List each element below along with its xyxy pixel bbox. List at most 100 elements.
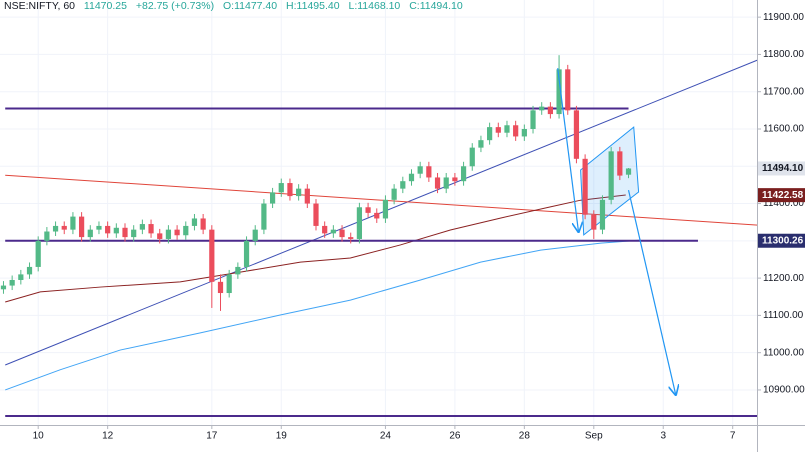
candle-body [52, 225, 59, 232]
candle-body [304, 188, 310, 204]
candle-body [96, 225, 102, 230]
y-tick-label: 11400.00 [763, 198, 804, 209]
y-tick-label: 10900.00 [763, 385, 805, 396]
trend-line [5, 194, 626, 303]
candle-body [504, 125, 510, 133]
candle-body [18, 274, 24, 280]
y-tick-label: 11900.00 [763, 12, 804, 23]
candle-body [452, 177, 458, 182]
candle-body [443, 177, 449, 189]
candle-body [382, 199, 389, 219]
x-tick-label: 12 [102, 431, 114, 442]
candle-body [252, 229, 258, 241]
candle-body [330, 229, 336, 234]
x-tick-label: 10 [33, 431, 45, 442]
y-tick-label: 11800.00 [763, 49, 804, 60]
candle-body [521, 128, 527, 137]
candle-body [608, 151, 614, 200]
candle-body [426, 166, 432, 178]
candle-body [599, 199, 606, 230]
price-axis [757, 0, 805, 452]
trend-line [5, 174, 758, 226]
candle-body [539, 106, 545, 111]
candle-body [183, 225, 189, 236]
candle-body [408, 173, 415, 182]
candle-body [348, 237, 354, 239]
y-tick-label: 11000.00 [763, 347, 804, 358]
candle-body [165, 229, 172, 239]
candle-body [148, 224, 154, 234]
candle-body [313, 203, 319, 226]
candle-body [217, 281, 224, 294]
candle-body [0, 285, 7, 290]
y-tick-label: 11100.00 [763, 310, 804, 321]
candle-body [174, 229, 180, 236]
x-tick-label: 17 [206, 431, 218, 442]
candle-body [243, 240, 250, 267]
candle-body [513, 125, 519, 137]
arrow [557, 68, 579, 232]
candle-body [87, 229, 93, 238]
y-tick-label: 11700.00 [763, 86, 804, 97]
x-tick-label: 19 [276, 431, 288, 442]
x-tick-label: 7 [730, 431, 736, 442]
candle-body [70, 216, 76, 230]
candle-body [122, 227, 128, 238]
candle-body [261, 203, 267, 230]
candle-body [374, 212, 380, 219]
y-tick-label: 11600.00 [763, 124, 804, 135]
trend-line [5, 59, 758, 366]
price-label: 11494.10 [762, 163, 804, 174]
candle-body [9, 279, 15, 286]
candle-body [556, 69, 562, 115]
arrow [627, 189, 676, 395]
candle-body [400, 181, 406, 189]
x-tick-label: 28 [519, 431, 531, 442]
last-price: 11470.25 [83, 0, 127, 12]
candle-body [460, 166, 467, 182]
candle-body [469, 147, 475, 167]
y-tick-label: 11200.00 [763, 273, 804, 284]
candle-body [434, 177, 441, 189]
price-label-box [758, 188, 805, 203]
candle-body [35, 240, 41, 267]
candle-body [339, 229, 345, 238]
x-tick-label: 26 [449, 431, 461, 442]
candle-body [269, 192, 276, 204]
candle-body [278, 183, 284, 193]
candle-body [113, 227, 119, 234]
candle-body [191, 218, 198, 226]
time-axis [0, 425, 805, 452]
candle-body [547, 106, 553, 115]
candle-body [530, 110, 536, 129]
ohlc: C:11494.10 [409, 0, 463, 12]
candle-body [26, 266, 33, 275]
candle-body [417, 166, 423, 174]
candle-body [44, 231, 50, 241]
price-label: 11422.58 [762, 190, 804, 201]
x-tick-label: 3 [660, 431, 666, 442]
candle-body [139, 224, 145, 230]
candle-body [582, 158, 588, 215]
candle-body [487, 127, 493, 141]
candle-body [495, 127, 501, 133]
ohlc: L:11468.10 [348, 0, 401, 12]
candle-body [322, 225, 328, 234]
candle-body [391, 188, 397, 200]
candle-body [157, 233, 163, 239]
candle-body [573, 110, 580, 159]
trend-line [5, 239, 641, 391]
candle-body [591, 214, 597, 230]
price-label-box [758, 233, 805, 248]
candle-body [356, 207, 363, 239]
ohlc: O:11477.40 [223, 0, 278, 12]
candle-body [78, 216, 85, 238]
candle-body [565, 69, 571, 111]
x-tick-label: 24 [380, 431, 392, 442]
candle-body [287, 183, 293, 197]
candle-body [296, 188, 302, 197]
price-label-box [758, 161, 805, 176]
price-label: 11300.26 [762, 235, 804, 246]
